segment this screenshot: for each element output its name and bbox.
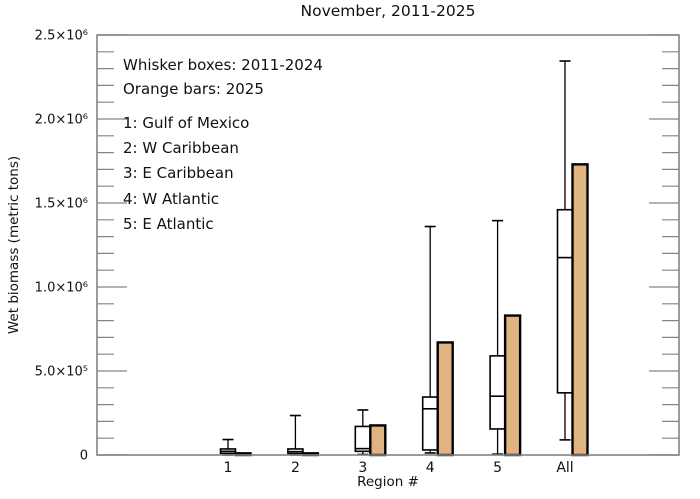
whisker-box-region-4 [421,396,439,451]
orange-bar-2025-region-All [571,163,589,457]
region-key-2: 2: W Caribbean [123,139,239,157]
legend-note-whisker: Whisker boxes: 2011-2024 [123,56,323,74]
y-tick-label: 5.0×10⁵ [35,365,88,380]
region-key-5: 5: E Atlantic [123,215,214,233]
orange-bar-2025-region-3 [369,424,387,457]
region-key-4: 4: W Atlantic [123,190,220,208]
chart-title: November, 2011-2025 [300,2,476,20]
plot-border [96,34,680,456]
whisker-box-region-5 [489,355,506,430]
whisker-box-region-All [556,208,574,394]
y-tick-label: 2.5×10⁶ [35,29,88,44]
y-tick-label: 1.0×10⁶ [35,281,88,296]
y-tick-label: 1.5×10⁶ [35,197,88,212]
x-tick-label-All: All [556,460,573,476]
x-tick-label-1: 1 [224,460,233,476]
region-key-1: 1: Gulf of Mexico [123,114,250,132]
x-tick-label-5: 5 [493,460,502,476]
x-axis-label: Region # [357,474,419,490]
legend-note-orange: Orange bars: 2025 [123,80,264,98]
orange-bar-2025-region-4 [436,341,454,457]
x-tick-label-2: 2 [291,460,300,476]
region-key-3: 3: E Caribbean [123,164,234,182]
y-tick-label: 2.0×10⁶ [35,113,88,128]
x-tick-label-3: 3 [358,460,367,476]
x-tick-label-4: 4 [426,460,435,476]
y-tick-label: 0 [80,449,88,464]
whisker-box-region-3 [354,425,372,453]
orange-bar-2025-region-5 [503,314,522,457]
